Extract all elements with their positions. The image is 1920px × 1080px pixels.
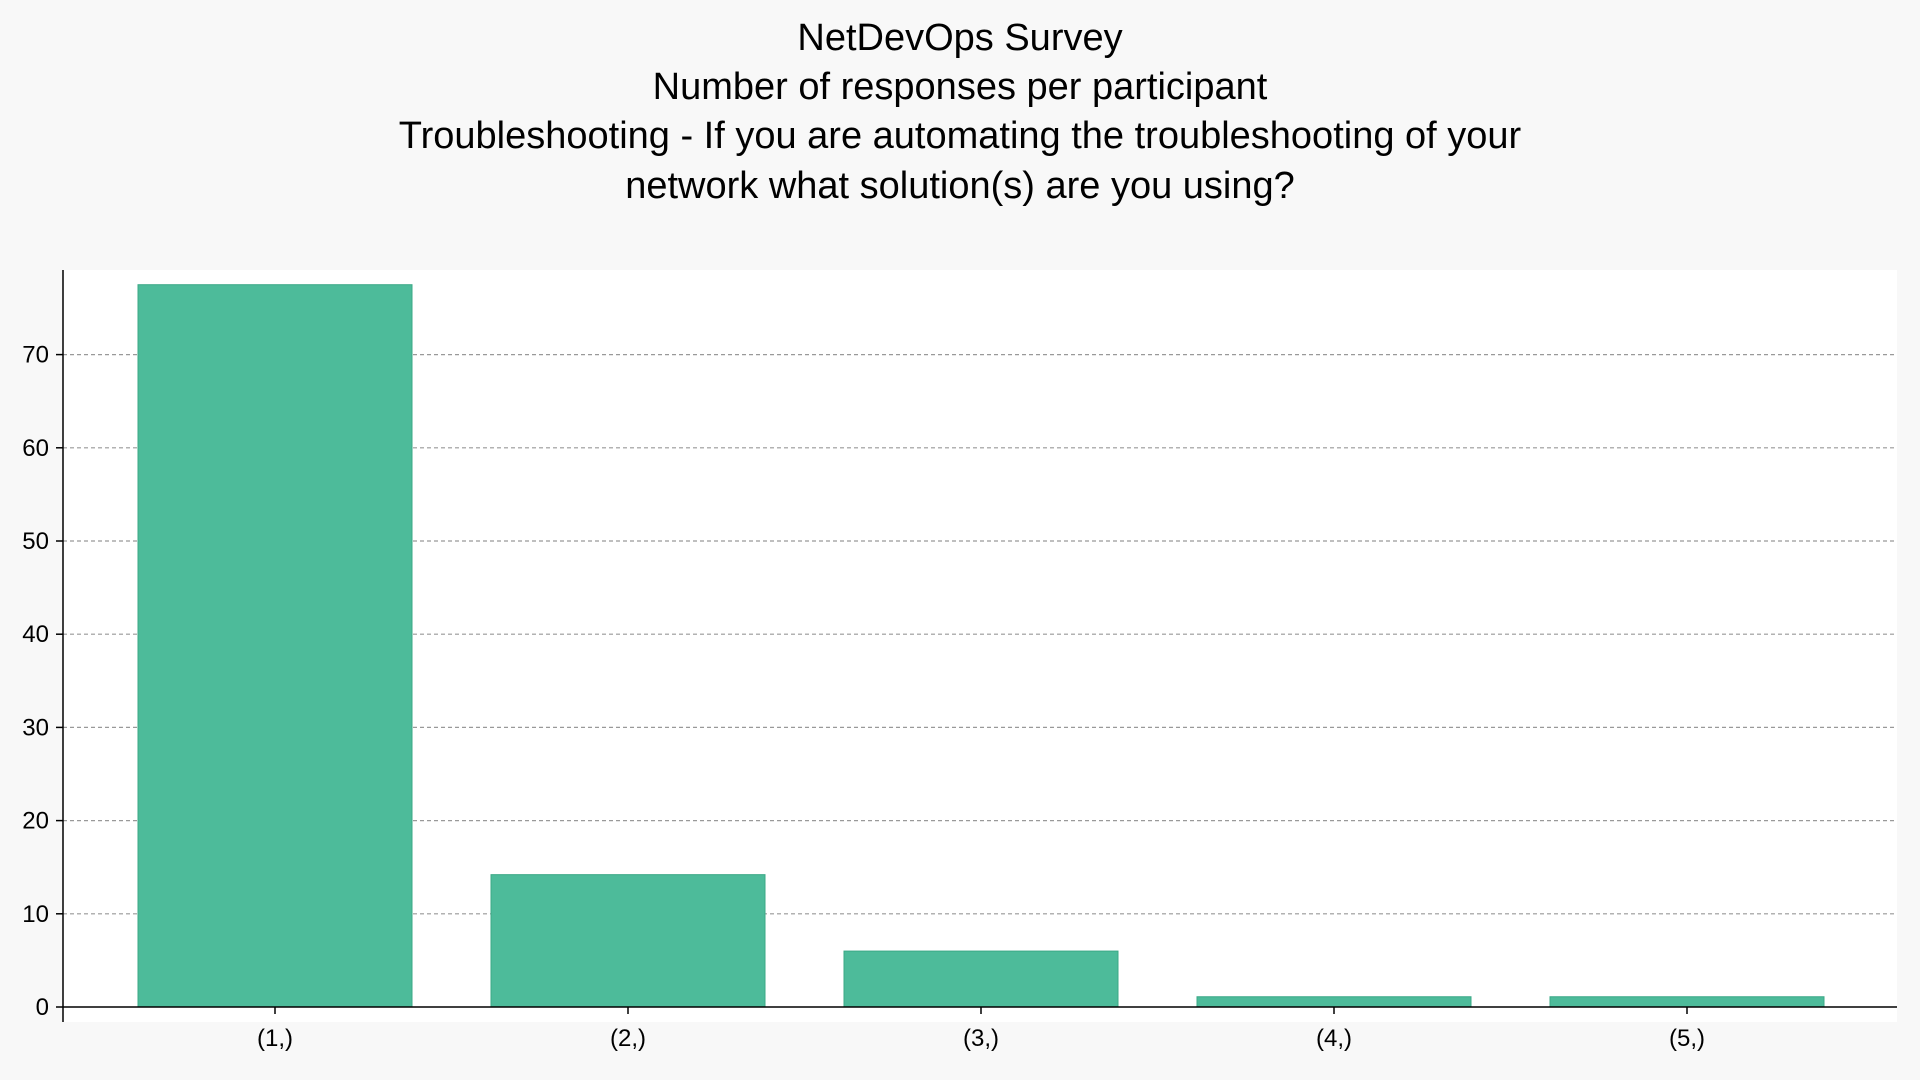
chart-title-line-4: network what solution(s) are you using?	[625, 165, 1295, 207]
y-tick-label-50: 50	[22, 528, 49, 555]
axes	[62, 270, 1897, 1022]
chart-title-line-2: Number of responses per participant	[653, 66, 1268, 108]
gridlines	[63, 354, 1897, 915]
y-tick-label-60: 60	[22, 435, 49, 462]
bar-5	[1549, 996, 1825, 1008]
x-tick-label-3: (3,)	[963, 1025, 999, 1052]
y-tick-label-10: 10	[22, 901, 49, 928]
bar-1	[137, 284, 413, 1008]
y-tick-label-0: 0	[36, 994, 49, 1021]
y-tick-label-30: 30	[22, 714, 49, 741]
bar-4	[1196, 996, 1472, 1008]
y-tick-label-20: 20	[22, 808, 49, 835]
y-axis-ticks: 0 10 20 30 40 50 60 70	[22, 342, 63, 1021]
x-tick-label-1: (1,)	[257, 1025, 293, 1052]
chart-title-line-1: NetDevOps Survey	[797, 17, 1122, 59]
y-tick-label-70: 70	[22, 342, 49, 369]
x-tick-label-2: (2,)	[610, 1025, 646, 1052]
x-tick-label-5: (5,)	[1669, 1025, 1705, 1052]
chart-title-line-3: Troubleshooting - If you are automating …	[399, 115, 1522, 157]
x-tick-label-4: (4,)	[1316, 1025, 1352, 1052]
chart-title: NetDevOps Survey Number of responses per…	[399, 17, 1522, 207]
bar-2	[490, 874, 766, 1008]
bars	[137, 284, 1825, 1008]
bar-3	[843, 950, 1119, 1008]
y-tick-label-40: 40	[22, 621, 49, 648]
x-axis-ticks: (1,) (2,) (3,) (4,) (5,)	[257, 1007, 1705, 1052]
